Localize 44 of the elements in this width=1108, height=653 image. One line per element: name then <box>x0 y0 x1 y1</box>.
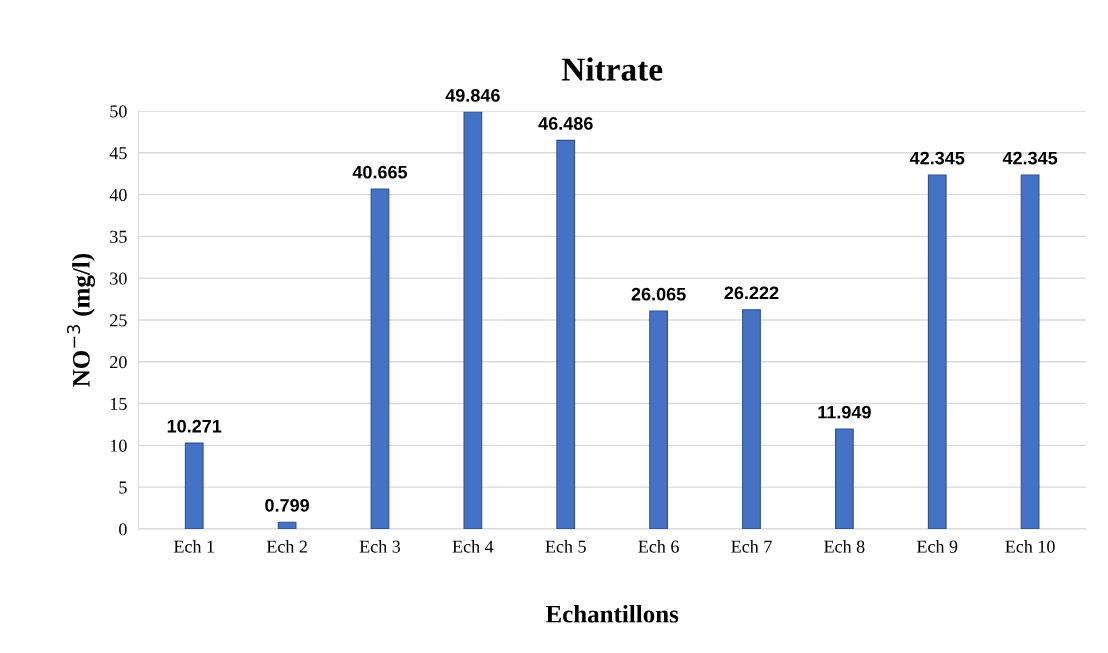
bar <box>556 139 576 529</box>
x-tick-label: Ech 6 <box>638 540 679 553</box>
bar <box>927 174 947 529</box>
y-tick-label: 40 <box>109 188 127 202</box>
data-label: 10.271 <box>167 419 222 433</box>
y-axis-title: NO$^{−3}$ (mg/l) <box>66 253 96 387</box>
data-label: 11.949 <box>818 405 871 419</box>
y-tick-label: 20 <box>110 356 127 369</box>
bar <box>463 111 483 529</box>
bar <box>834 428 854 529</box>
data-label: 42.345 <box>909 151 965 165</box>
y-tick-label: 45 <box>109 147 127 160</box>
y-tick-label: 10 <box>110 439 127 452</box>
data-label: 0.799 <box>265 498 310 512</box>
bar <box>1020 174 1040 529</box>
x-tick-label: Ech 10 <box>1005 540 1055 553</box>
x-tick-label: Ech 1 <box>173 540 214 553</box>
x-tick-label: Ech 3 <box>359 540 401 553</box>
x-tick-label: Ech 4 <box>452 540 494 553</box>
y-tick-label: 50 <box>110 105 127 118</box>
y-tick-label: 30 <box>110 272 127 285</box>
bar <box>742 309 761 529</box>
data-label: 49.846 <box>445 89 500 102</box>
data-label: 46.486 <box>538 117 593 130</box>
y-tick-label: 0 <box>119 523 127 536</box>
chart-title: Nitrate <box>561 57 663 81</box>
y-tick-label: 5 <box>119 481 127 494</box>
x-tick-label: Ech 7 <box>731 540 772 553</box>
bar <box>370 188 390 529</box>
bar <box>277 521 297 529</box>
x-axis-title: Echantillons <box>545 605 679 623</box>
bar <box>184 442 204 529</box>
x-tick-label: Ech 9 <box>916 540 958 553</box>
x-tick-label: Ech 5 <box>545 540 586 553</box>
data-label: 26.222 <box>724 286 779 300</box>
x-tick-label: Ech 2 <box>266 540 307 553</box>
bar <box>649 310 668 529</box>
data-label: 26.065 <box>631 287 686 301</box>
data-label: 42.345 <box>1002 151 1058 165</box>
y-tick-label: 25 <box>110 314 127 327</box>
x-tick-label: Ech 8 <box>824 540 865 553</box>
y-tick-label: 35 <box>110 230 127 243</box>
y-tick-label: 15 <box>110 397 127 410</box>
data-label: 40.665 <box>352 165 408 179</box>
